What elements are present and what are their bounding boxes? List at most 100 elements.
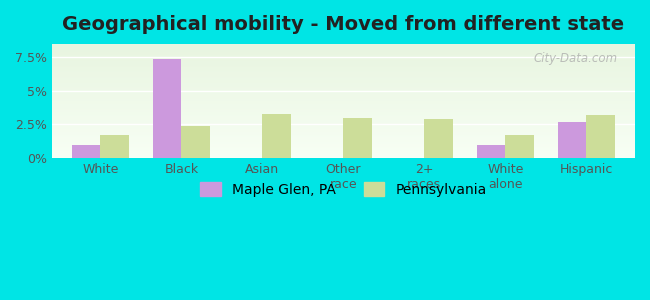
Bar [477,145,506,158]
Bar [52,120,635,122]
Bar [52,94,635,95]
Bar [52,66,635,67]
Bar [586,115,615,158]
Bar [52,67,635,68]
Bar [52,141,635,142]
Bar [52,80,635,82]
Bar [52,55,635,56]
Bar [52,56,635,58]
Bar [181,126,210,158]
Bar [52,124,635,125]
Bar [52,70,635,71]
Bar [52,137,635,139]
Bar [52,46,635,47]
Bar [52,150,635,151]
Bar [52,132,635,133]
Bar [52,153,635,154]
Bar [52,71,635,72]
Bar [263,114,291,158]
Bar [52,128,635,130]
Bar [52,130,635,132]
Bar [52,127,635,128]
Bar [52,146,635,147]
Bar [101,135,129,158]
Bar [52,78,635,79]
Bar [52,126,635,127]
Bar [52,63,635,64]
Bar [52,82,635,83]
Bar [343,118,372,158]
Bar [52,76,635,77]
Bar [52,154,635,156]
Bar [52,98,635,99]
Bar [52,106,635,108]
Bar [52,91,635,92]
Bar [52,103,635,104]
Bar [52,60,635,61]
Bar [52,135,635,136]
Bar [52,89,635,91]
Bar [52,45,635,46]
Bar [52,58,635,59]
Bar [52,134,635,135]
Bar [52,83,635,84]
Bar [52,93,635,94]
Bar [52,157,635,158]
Bar [52,125,635,126]
Bar [52,117,635,118]
Bar [72,145,101,158]
Bar [52,79,635,80]
Bar [52,122,635,123]
Bar [52,54,635,55]
Bar [52,77,635,78]
Bar [52,149,635,150]
Bar [52,104,635,106]
Bar [52,87,635,88]
Bar [52,47,635,49]
Bar [52,116,635,117]
Bar [52,72,635,74]
Bar [52,86,635,87]
Text: City-Data.com: City-Data.com [534,52,618,65]
Bar [558,122,586,158]
Bar [52,101,635,102]
Bar [52,64,635,66]
Bar [52,44,635,45]
Bar [52,95,635,96]
Bar [52,52,635,53]
Bar [52,136,635,137]
Bar [52,61,635,62]
Bar [52,51,635,52]
Bar [52,147,635,148]
Bar [52,111,635,112]
Bar [52,88,635,89]
Bar [52,144,635,145]
Bar [52,110,635,111]
Bar [52,96,635,98]
Bar [52,50,635,51]
Title: Geographical mobility - Moved from different state: Geographical mobility - Moved from diffe… [62,15,625,34]
Bar [52,68,635,69]
Bar [52,152,635,153]
Legend: Maple Glen, PA, Pennsylvania: Maple Glen, PA, Pennsylvania [194,176,493,202]
Bar [52,113,635,115]
Bar [52,140,635,141]
Bar [52,74,635,75]
Bar [52,53,635,54]
Bar [52,99,635,100]
Bar [52,49,635,50]
Bar [52,119,635,120]
Bar [52,112,635,113]
Bar [52,92,635,93]
Bar [52,148,635,149]
Bar [52,100,635,101]
Bar [153,59,181,158]
Bar [506,135,534,158]
Bar [424,119,453,158]
Bar [52,139,635,140]
Bar [52,62,635,63]
Bar [52,142,635,143]
Bar [52,118,635,119]
Bar [52,143,635,144]
Bar [52,69,635,70]
